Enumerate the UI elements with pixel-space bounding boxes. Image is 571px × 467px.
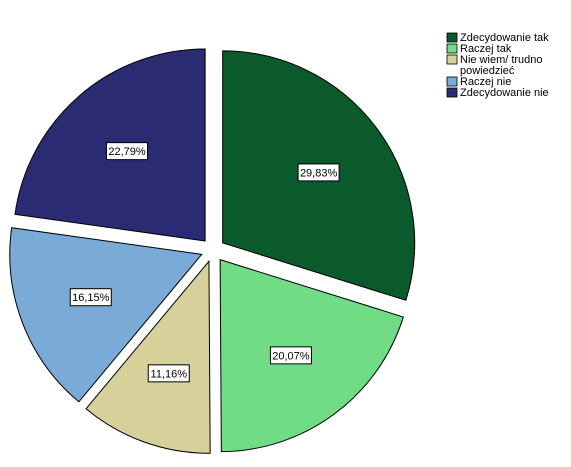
data-label-text: 22,79% [108, 146, 146, 158]
data-label-box [69, 288, 112, 307]
legend-label: Nie wiem/ trudno [460, 54, 543, 66]
legend-swatch [446, 43, 458, 54]
data-labels: 29,83% 20,07% 11,16% 16,15% 22,79% [69, 142, 340, 383]
legend-item-zdecydowanie-nie: Zdecydowanie nie [446, 87, 549, 99]
pie-slice-nie-wiem-trudno-powiedzie [85, 259, 211, 454]
legend-item-raczej-tak: Raczej tak [446, 43, 512, 55]
data-label-box [269, 346, 312, 365]
legend-label: Zdecydowanie tak [460, 32, 549, 44]
legend-swatch [446, 76, 458, 87]
data-label-raczej-tak: 20,07% [269, 346, 312, 365]
legend-swatch [446, 32, 458, 43]
data-label-box [297, 163, 340, 182]
legend-item-raczej-nie: Raczej nie [446, 76, 511, 88]
data-label-text: 20,07% [272, 350, 310, 362]
pie-slice-raczej-nie [9, 227, 203, 403]
data-label-zdecydowanie-nie: 22,79% [105, 142, 148, 161]
data-label-box [147, 364, 190, 383]
legend-item-zdecydowanie-tak: Zdecydowanie tak [446, 32, 549, 44]
legend-label: Zdecydowanie nie [460, 87, 549, 99]
legend-swatch [446, 87, 458, 98]
data-label-zdecydowanie-tak: 29,83% [297, 163, 340, 182]
data-label-text: 11,16% [151, 368, 188, 380]
legend-label: Raczej tak [460, 43, 512, 55]
legend-label: powiedzieć [460, 65, 515, 77]
pie-slices [9, 48, 416, 454]
data-label-box [105, 142, 148, 161]
data-label-text: 16,15% [72, 292, 110, 304]
data-label-nie-wiem-trudno-powiedzie: 11,16% [147, 364, 190, 383]
data-label-text: 29,83% [300, 167, 338, 179]
legend-label: Raczej nie [460, 76, 511, 88]
legend-swatch [446, 54, 458, 65]
data-label-raczej-nie: 16,15% [69, 288, 112, 307]
